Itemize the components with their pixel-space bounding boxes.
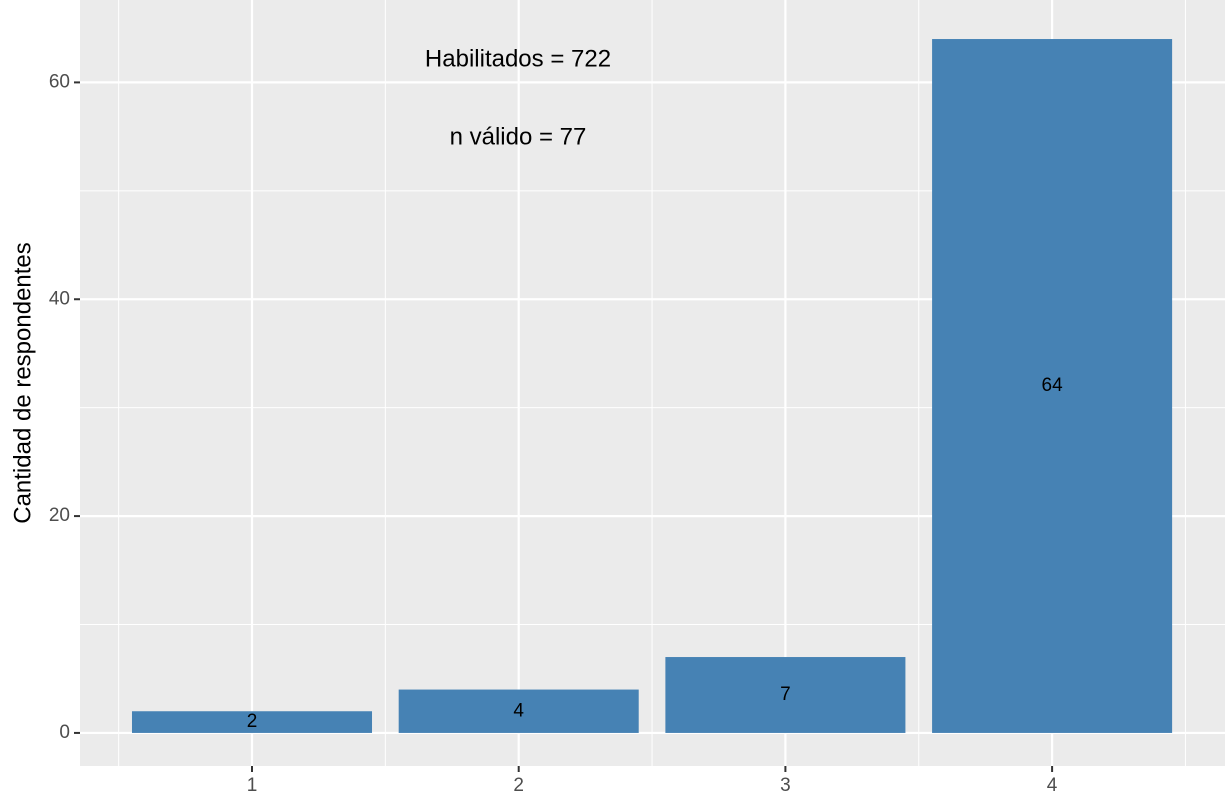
x-tick-label: 2 xyxy=(513,775,524,796)
x-tick-label: 3 xyxy=(780,775,791,796)
value-label: 7 xyxy=(780,684,791,705)
x-tick-label: 1 xyxy=(247,775,258,796)
x-tick-label: 4 xyxy=(1047,775,1058,796)
y-axis-label: Cantidad de respondentes xyxy=(9,242,36,524)
bar xyxy=(398,689,639,733)
annotation: n válido = 77 xyxy=(450,123,587,150)
annotation: Habilitados = 722 xyxy=(425,45,611,72)
bar xyxy=(131,711,373,733)
y-tick-label: 20 xyxy=(49,505,70,526)
y-tick-label: 0 xyxy=(59,722,70,743)
bar xyxy=(665,657,906,733)
y-tick-label: 40 xyxy=(49,288,70,309)
value-label: 4 xyxy=(513,700,524,721)
value-label: 64 xyxy=(1042,375,1064,396)
y-tick-label: 60 xyxy=(49,71,70,92)
bar xyxy=(932,39,1173,733)
value-label: 2 xyxy=(247,711,258,732)
